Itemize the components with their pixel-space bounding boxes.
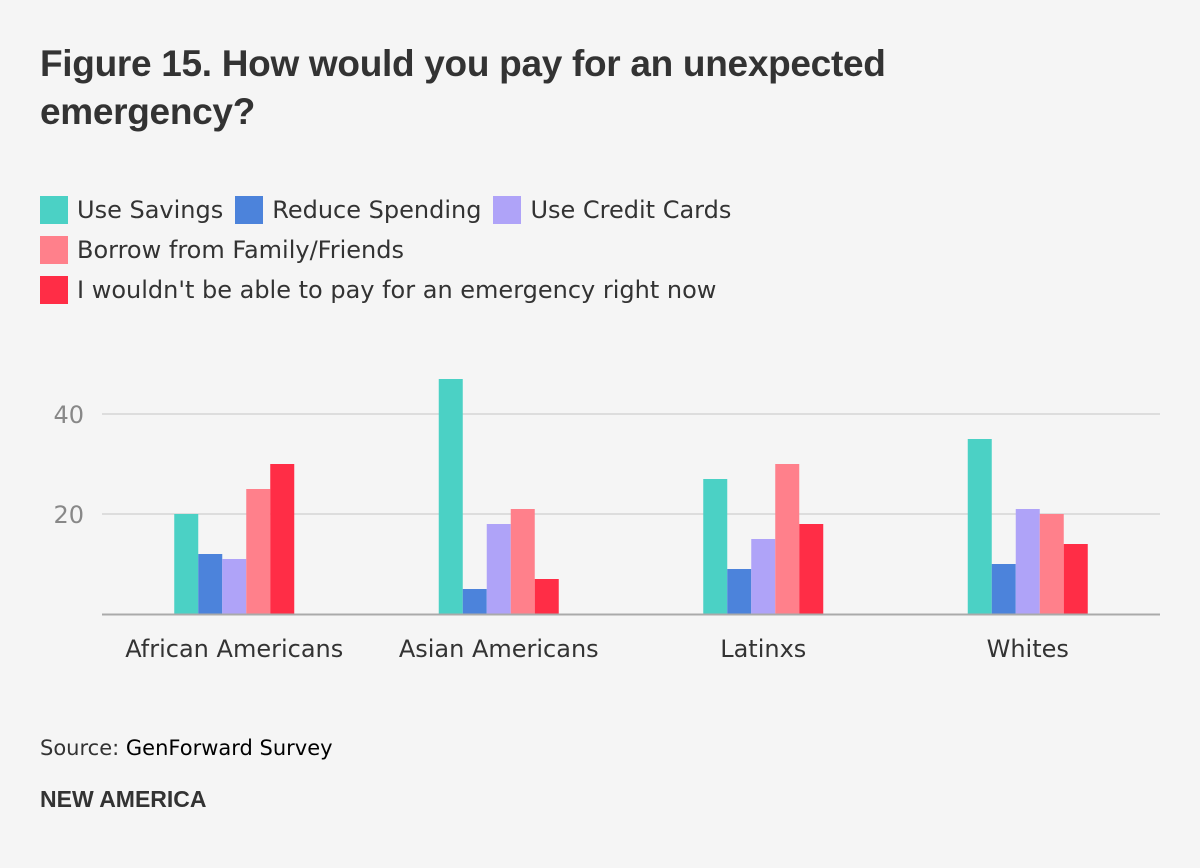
bar xyxy=(775,464,800,614)
chart-title: Figure 15. How would you pay for an unex… xyxy=(40,43,886,132)
source-label: Source: xyxy=(40,736,120,760)
brand-logo-text: NEW AMERICA xyxy=(40,786,207,812)
source-note: Source: GenForward Survey xyxy=(40,736,333,760)
legend-item-use-savings: Use Savings xyxy=(40,196,223,224)
bar-chart: 20 40 African Americans Asian Americans Lati… xyxy=(53,379,1160,663)
bar xyxy=(751,539,776,614)
x-tick-label: Asian Americans xyxy=(399,635,599,663)
legend-item-reduce-spending: Reduce Spending xyxy=(235,196,481,224)
legend-label: Borrow from Family/Friends xyxy=(77,236,404,264)
bar xyxy=(991,564,1016,614)
legend-label: I wouldn't be able to pay for an emergen… xyxy=(77,276,717,304)
legend-item-use-credit-cards: Use Credit Cards xyxy=(493,196,731,224)
legend-row: Borrow from Family/Friends xyxy=(40,230,840,270)
bar xyxy=(222,559,247,614)
legend-row: I wouldn't be able to pay for an emergen… xyxy=(40,270,840,310)
legend-item-borrow: Borrow from Family/Friends xyxy=(40,236,404,264)
bar xyxy=(270,464,295,614)
bar xyxy=(534,579,559,614)
legend-label: Use Savings xyxy=(77,196,224,224)
bar xyxy=(799,524,824,614)
legend-swatch xyxy=(40,196,68,224)
bar xyxy=(246,489,271,614)
bar xyxy=(462,589,487,614)
legend-swatch xyxy=(493,196,522,224)
legend-swatch xyxy=(40,276,68,304)
legend-row: Use Savings Reduce Spending Use Credit C… xyxy=(40,190,840,230)
source-value: GenForward Survey xyxy=(125,736,333,760)
bar xyxy=(967,439,992,614)
y-tick-label: 40 xyxy=(53,401,84,429)
legend-label: Use Credit Cards xyxy=(530,196,732,224)
bar xyxy=(438,379,463,614)
legend-swatch xyxy=(40,236,68,264)
x-tick-label: African Americans xyxy=(125,635,343,663)
bar xyxy=(1015,509,1040,614)
legend-label: Reduce Spending xyxy=(272,196,482,224)
bar xyxy=(1063,544,1088,614)
x-tick-label: Whites xyxy=(987,635,1069,663)
bar xyxy=(1039,514,1064,614)
bar xyxy=(174,514,199,614)
bar xyxy=(703,479,728,614)
bar xyxy=(510,509,535,614)
bar xyxy=(198,554,223,614)
legend: Use Savings Reduce Spending Use Credit C… xyxy=(40,190,840,310)
x-tick-label: Latinxs xyxy=(720,635,806,663)
legend-item-unable-to-pay: I wouldn't be able to pay for an emergen… xyxy=(40,276,716,304)
bar xyxy=(486,524,511,614)
bar xyxy=(727,569,752,614)
y-tick-label: 20 xyxy=(53,501,84,529)
legend-swatch xyxy=(235,196,264,224)
